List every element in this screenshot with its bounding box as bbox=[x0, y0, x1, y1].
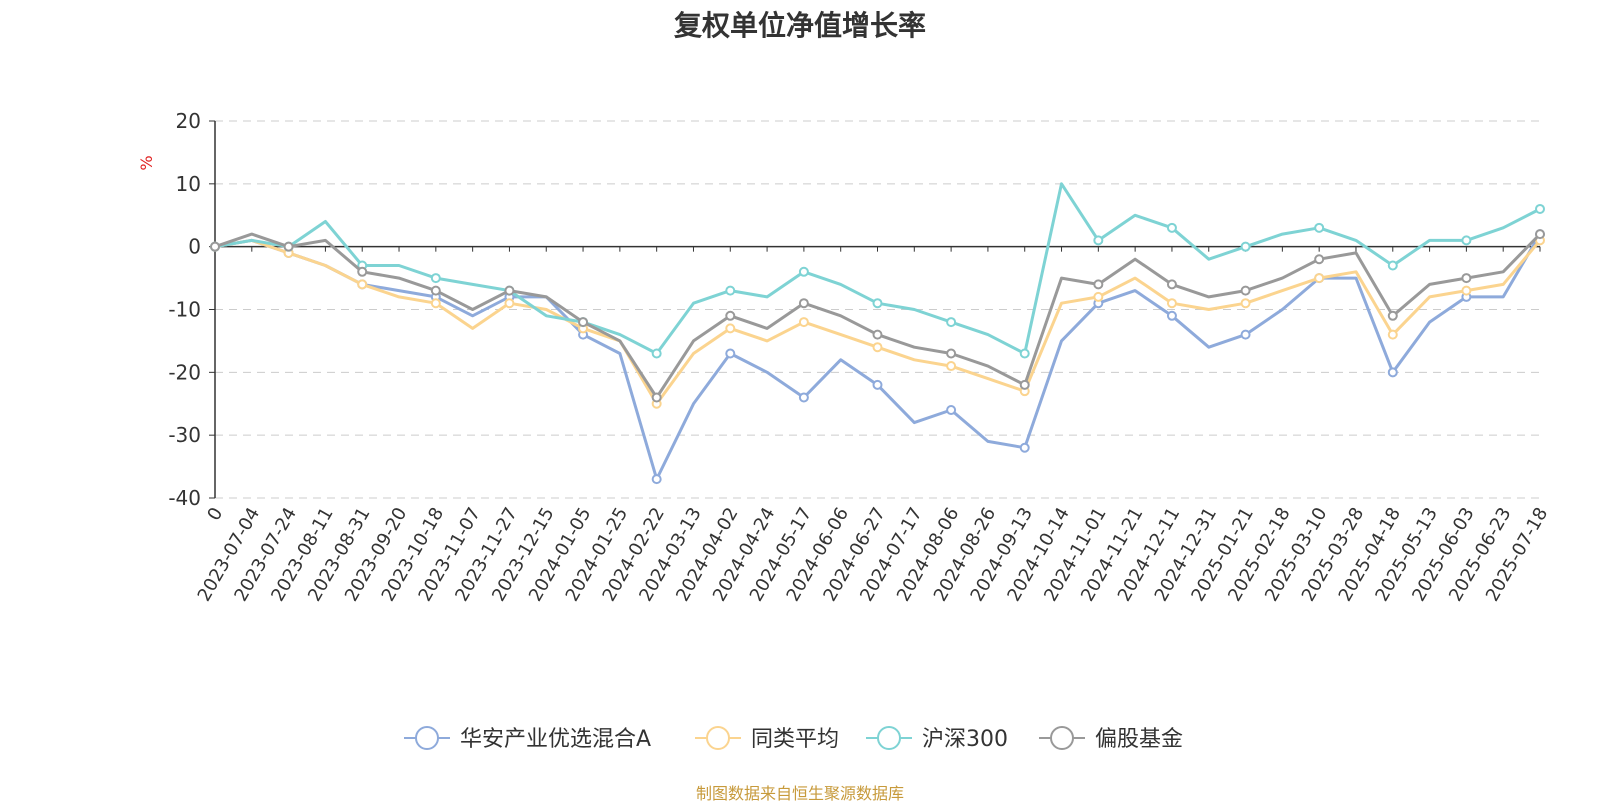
series-point bbox=[1093, 235, 1104, 246]
series-point bbox=[1019, 379, 1030, 390]
series-point bbox=[725, 310, 736, 321]
y-tick-label: 0 bbox=[188, 235, 201, 259]
chart-title: 复权单位净值增长率 bbox=[673, 9, 926, 42]
series-line-2 bbox=[214, 182, 1541, 355]
series-point bbox=[1387, 260, 1398, 271]
y-tick-label: 20 bbox=[176, 109, 201, 133]
series-point bbox=[946, 361, 957, 372]
series-point bbox=[946, 405, 957, 416]
y-tick-label: -40 bbox=[168, 486, 201, 510]
series-point bbox=[1461, 285, 1472, 296]
series-point bbox=[1093, 291, 1104, 302]
series-point bbox=[357, 266, 368, 277]
series-point bbox=[1314, 222, 1325, 233]
series-point bbox=[1387, 367, 1398, 378]
legend-label: 同类平均 bbox=[751, 727, 839, 752]
series-line-3 bbox=[214, 232, 1542, 399]
series-point bbox=[872, 329, 883, 340]
series-point bbox=[1166, 310, 1177, 321]
series-point bbox=[430, 273, 441, 284]
x-tick-label: 0 bbox=[203, 504, 227, 524]
series-point bbox=[725, 348, 736, 359]
legend-marker bbox=[415, 726, 439, 750]
series-point bbox=[1387, 329, 1398, 340]
series-point bbox=[872, 379, 883, 390]
series-point bbox=[1019, 442, 1030, 453]
series-point bbox=[798, 266, 809, 277]
legend-label: 沪深300 bbox=[922, 727, 1008, 752]
series-point bbox=[725, 323, 736, 334]
series-point bbox=[283, 241, 294, 252]
y-tick-label: 10 bbox=[176, 172, 201, 196]
series-point bbox=[504, 285, 515, 296]
series-point bbox=[1093, 279, 1104, 290]
series-point bbox=[872, 298, 883, 309]
legend-label: 偏股基金 bbox=[1095, 727, 1183, 752]
series-point bbox=[1461, 273, 1472, 284]
y-tick-label: -30 bbox=[168, 423, 201, 447]
series-point bbox=[357, 279, 368, 290]
legend-label: 华安产业优选混合A bbox=[460, 727, 651, 752]
y-axis-label: % bbox=[137, 155, 156, 170]
series-point bbox=[946, 348, 957, 359]
y-tick-label: -20 bbox=[168, 360, 201, 384]
series-point bbox=[1240, 298, 1251, 309]
series-line-1 bbox=[214, 238, 1542, 406]
series-point bbox=[210, 241, 220, 252]
series-point bbox=[504, 298, 515, 309]
series-point bbox=[1240, 241, 1251, 252]
series-point bbox=[1535, 229, 1545, 240]
series-point bbox=[872, 342, 883, 353]
series-point bbox=[1387, 310, 1398, 321]
source-note: 制图数据来自恒生聚源数据库 bbox=[695, 784, 904, 803]
series-point bbox=[651, 474, 662, 485]
series-point bbox=[430, 285, 441, 296]
legend-marker bbox=[1050, 726, 1074, 750]
series-point bbox=[1461, 235, 1472, 246]
series-point bbox=[651, 392, 662, 403]
series-point bbox=[798, 392, 809, 403]
series-point bbox=[1166, 298, 1177, 309]
series-point bbox=[1314, 273, 1325, 284]
series-point bbox=[798, 298, 809, 309]
series-point bbox=[1240, 285, 1251, 296]
series-point bbox=[430, 298, 441, 309]
series-point bbox=[1535, 203, 1545, 214]
legend-marker bbox=[706, 726, 730, 750]
series-point bbox=[798, 317, 809, 328]
series-point bbox=[578, 317, 589, 328]
series-point bbox=[1019, 348, 1030, 359]
series-point bbox=[725, 285, 736, 296]
series-point bbox=[1240, 329, 1251, 340]
series-point bbox=[1166, 222, 1177, 233]
series-point bbox=[1314, 254, 1325, 265]
series-point bbox=[1166, 279, 1177, 290]
series-point bbox=[946, 317, 957, 328]
series-point bbox=[651, 348, 662, 359]
y-tick-label: -10 bbox=[168, 298, 201, 322]
legend-marker bbox=[877, 726, 901, 750]
